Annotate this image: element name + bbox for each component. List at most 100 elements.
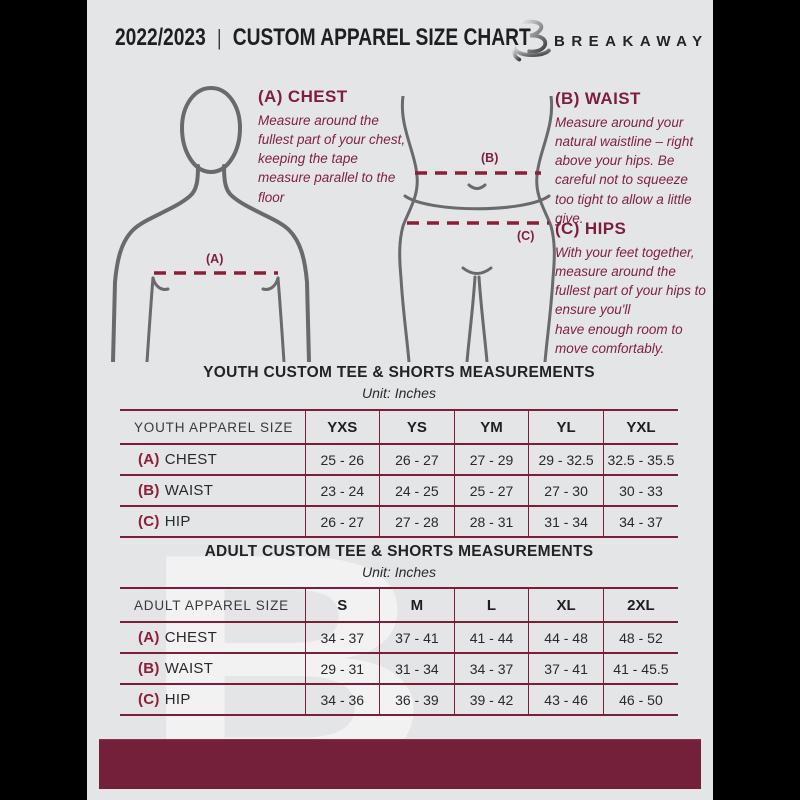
waist-line-label: (B): [481, 151, 498, 165]
figure-left-inner-leg: [465, 275, 477, 362]
figure-left-inner-arm: [145, 276, 155, 362]
footer-bar: [99, 739, 701, 789]
youth-col-yl: YL: [528, 410, 604, 444]
adult-chest-label: (A) CHEST: [120, 622, 305, 653]
table-cell: 34 - 37: [602, 506, 678, 537]
youth-chest-row: (A) CHEST 25 - 26 26 - 27 27 - 29 29 - 32…: [120, 444, 678, 475]
figure-left-shoulder-arm: [111, 164, 200, 362]
breakaway-b-logo-icon: [511, 19, 551, 62]
table-cell: 27 - 29: [453, 444, 529, 475]
adult-col-m: M: [379, 588, 455, 622]
adult-col-s: S: [304, 588, 380, 622]
waist-section-title: (B) WAIST: [555, 89, 641, 108]
youth-col-yxs: YXS: [304, 410, 380, 444]
table-cell: 48 - 52: [602, 622, 678, 653]
row-label-text: HIP: [164, 513, 191, 530]
adult-waist-row: (B) WAIST 29 - 31 31 - 34 34 - 37 37 - 41…: [120, 653, 678, 684]
figure-head-outline: [179, 85, 243, 175]
table-cell: 34 - 37: [453, 653, 529, 684]
youth-chest-label: (A) CHEST: [120, 444, 305, 475]
figure-left-side: [398, 96, 419, 362]
table-cell: 44 - 48: [528, 622, 604, 653]
table-cell: 28 - 31: [453, 506, 529, 537]
table-cell: 41 - 44: [453, 622, 529, 653]
row-label-text: WAIST: [164, 660, 214, 677]
figure-right-armpit: [261, 276, 280, 291]
table-cell: 34 - 36: [304, 684, 380, 715]
youth-waist-label: (B) WAIST: [120, 475, 305, 506]
chest-line-label: (A): [206, 252, 223, 266]
figure-navel: [467, 183, 487, 190]
chart-title: CUSTOM APPAREL SIZE CHART: [232, 24, 531, 51]
table-cell: 32.5 - 35.5: [602, 444, 678, 475]
table-cell: 46 - 50: [602, 684, 678, 715]
hips-section-title: (C) HIPS: [555, 219, 627, 238]
table-cell: 26 - 27: [304, 506, 380, 537]
table-cell: 24 - 25: [379, 475, 455, 506]
youth-table-title: YOUTH CUSTOM TEE & SHORTS MEASUREMENTS: [203, 364, 595, 381]
youth-col-ym: YM: [453, 410, 529, 444]
youth-col-yxl: YXL: [602, 410, 678, 444]
youth-table-unit: Unit: Inches: [362, 385, 436, 401]
table-cell: 41 - 45.5: [602, 653, 678, 684]
row-prefix: (C): [138, 691, 160, 708]
chest-section-title: (A) CHEST: [258, 87, 348, 106]
adult-hip-label: (C) HIP: [120, 684, 305, 715]
hip-line-label: (C): [517, 229, 534, 243]
waist-hip-measurement-figure: (B) (C): [398, 96, 556, 362]
adult-header-row: ADULT APPAREL SIZE S M L XL 2XL: [120, 588, 678, 622]
table-cell: 26 - 27: [379, 444, 455, 475]
figure-right-side: [535, 96, 556, 362]
table-cell: 29 - 32.5: [528, 444, 604, 475]
table-cell: 31 - 34: [528, 506, 604, 537]
brand-name: BREAKAWAY: [554, 33, 709, 50]
youth-size-table: YOUTH APPAREL SIZE YXS YS YM YL YXL (A) C…: [120, 409, 678, 538]
row-prefix: (A): [138, 629, 160, 646]
row-label-text: WAIST: [164, 482, 214, 499]
row-prefix: (B): [138, 660, 160, 677]
chest-section-body: Measure around the fullest part of your …: [258, 113, 406, 205]
table-cell: 30 - 33: [602, 475, 678, 506]
season-label: 2022/2023: [115, 24, 206, 51]
adult-col-2xl: 2XL: [602, 588, 678, 622]
figure-right-inner-arm: [276, 276, 286, 362]
adult-chest-row: (A) CHEST 34 - 37 37 - 41 41 - 44 44 - 48…: [120, 622, 678, 653]
youth-hip-row: (C) HIP 26 - 27 27 - 28 28 - 31 31 - 34 3…: [120, 506, 678, 537]
table-cell: 31 - 34: [379, 653, 455, 684]
row-prefix: (B): [138, 482, 160, 499]
table-cell: 36 - 39: [379, 684, 455, 715]
table-cell: 27 - 30: [528, 475, 604, 506]
figure-right-inner-leg: [477, 275, 489, 362]
row-label-text: CHEST: [164, 451, 218, 468]
adult-col-xl: XL: [528, 588, 604, 622]
adult-size-table: ADULT APPAREL SIZE S M L XL 2XL (A) CHEST…: [120, 587, 678, 716]
table-cell: 37 - 41: [528, 653, 604, 684]
hips-section-body: With your feet together, measure around …: [555, 245, 706, 356]
table-cell: 23 - 24: [304, 475, 380, 506]
adult-table-title: ADULT CUSTOM TEE & SHORTS MEASUREMENTS: [204, 543, 594, 560]
figure-left-armpit: [151, 276, 170, 291]
page-title: 2022/2023 | CUSTOM APPAREL SIZE CHART: [115, 24, 531, 52]
youth-col-ys: YS: [379, 410, 455, 444]
table-cell: 43 - 46: [528, 684, 604, 715]
table-cell: 34 - 37: [304, 622, 380, 653]
figure-crotch: [461, 266, 493, 275]
youth-header-row: YOUTH APPAREL SIZE YXS YS YM YL YXL: [120, 410, 678, 444]
size-chart-page: B 2022/2023 | CUSTOM APPAREL SIZE CHART: [87, 0, 713, 800]
youth-waist-row: (B) WAIST 23 - 24 24 - 25 25 - 27 27 - 30…: [120, 475, 678, 506]
table-cell: 25 - 26: [304, 444, 380, 475]
youth-hip-label: (C) HIP: [120, 506, 305, 537]
adult-table-unit: Unit: Inches: [362, 564, 436, 580]
table-cell: 27 - 28: [379, 506, 455, 537]
adult-size-header: ADULT APPAREL SIZE: [134, 597, 289, 613]
title-separator: |: [216, 25, 222, 50]
adult-hip-row: (C) HIP 34 - 36 36 - 39 39 - 42 43 - 46 4…: [120, 684, 678, 715]
table-cell: 39 - 42: [453, 684, 529, 715]
row-prefix: (C): [138, 513, 160, 530]
waist-section-body: Measure around your natural waistline – …: [555, 115, 694, 226]
row-prefix: (A): [138, 451, 160, 468]
figure-hip-curve: [403, 194, 551, 211]
youth-size-header: YOUTH APPAREL SIZE: [134, 419, 294, 435]
table-cell: 25 - 27: [453, 475, 529, 506]
adult-waist-label: (B) WAIST: [120, 653, 305, 684]
